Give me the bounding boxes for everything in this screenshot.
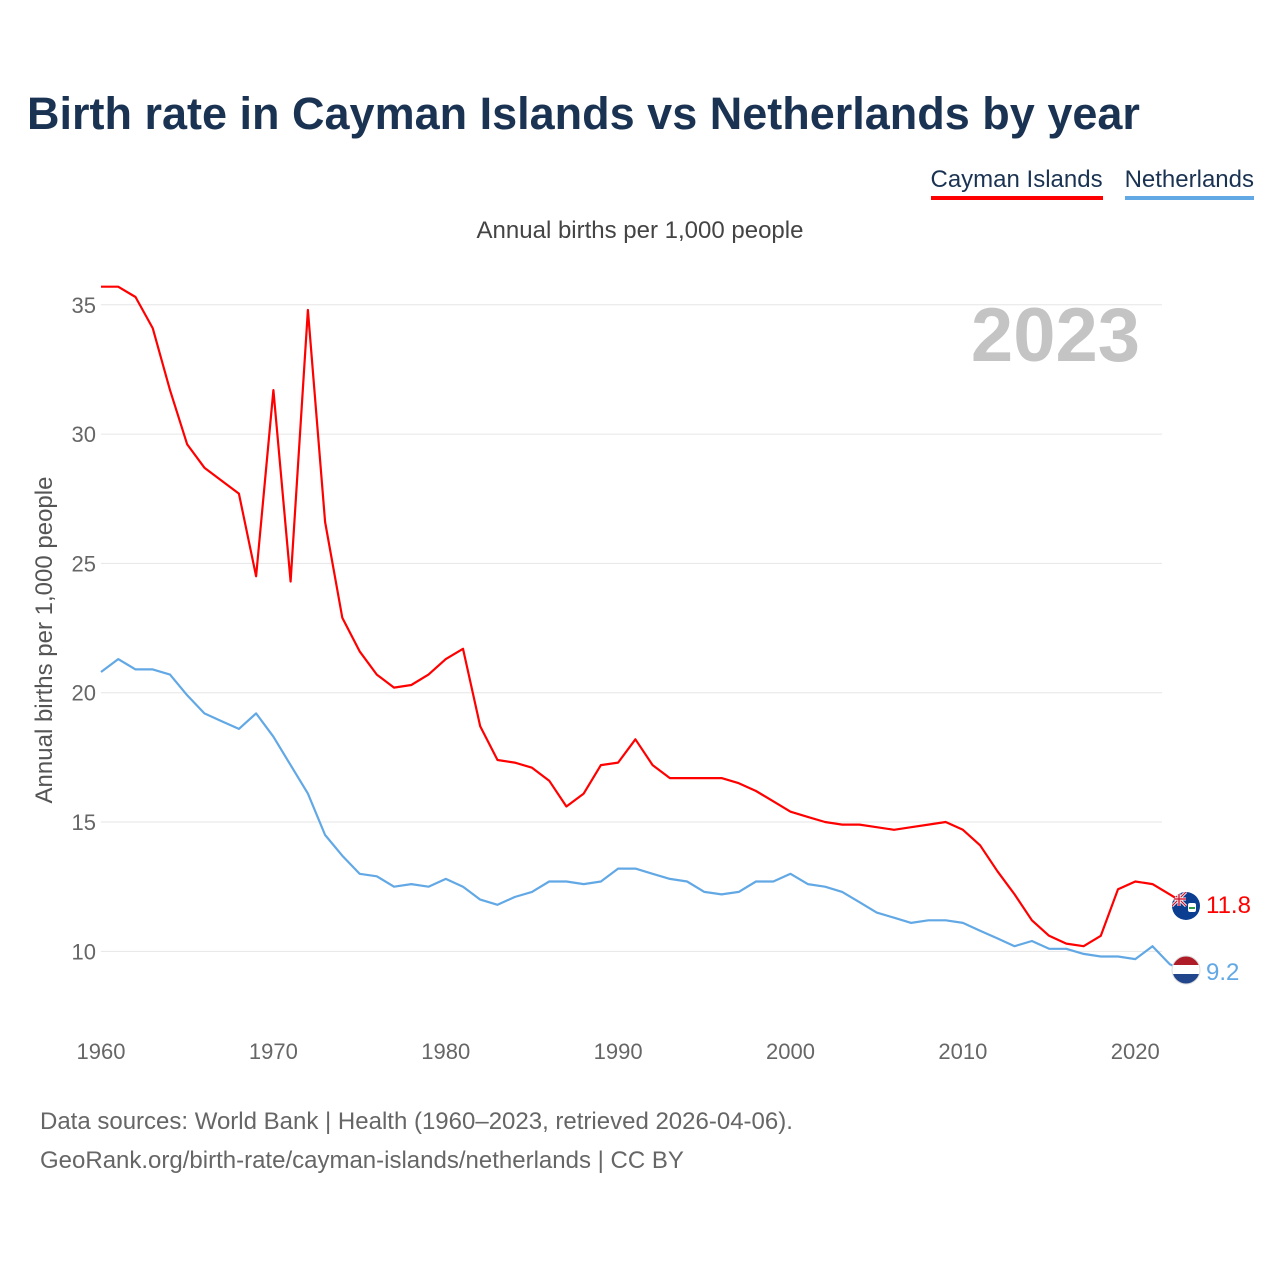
chart-title: Birth rate in Cayman Islands vs Netherla…	[27, 88, 1140, 139]
x-tick-label: 1980	[421, 1039, 470, 1064]
netherlands-flag-icon	[1171, 955, 1201, 985]
y-tick-label: 15	[72, 810, 96, 835]
cayman-islands-flag-icon	[1172, 892, 1200, 920]
series-line-cayman-islands[interactable]	[101, 285, 1188, 948]
x-tick-label: 1960	[77, 1039, 126, 1064]
series-line-netherlands[interactable]	[100, 657, 1188, 974]
chart-subtitle: Annual births per 1,000 people	[476, 217, 804, 244]
footer-url[interactable]: GeoRank.org/birth-rate/cayman-islands/ne…	[40, 1147, 684, 1174]
x-tick-label: 2010	[938, 1039, 987, 1064]
legend-item-cayman-islands[interactable]: Cayman Islands	[930, 166, 1103, 200]
footer-sources: Data sources: World Bank | Health (1960–…	[40, 1108, 793, 1135]
y-tick-label: 20	[72, 681, 96, 706]
legend: Cayman Islands Netherlands	[930, 166, 1254, 200]
y-tick-label: 30	[72, 422, 96, 447]
y-tick-label: 10	[72, 939, 96, 964]
x-tick-label: 1990	[594, 1039, 643, 1064]
line-chart: 2023 Annual births per 1,000 people 10 15…	[31, 285, 1251, 1064]
x-tick-label: 1970	[249, 1039, 298, 1064]
end-label-cayman-islands: 11.8	[1206, 892, 1251, 919]
y-tick-label: 35	[72, 293, 96, 318]
y-tick-label: 25	[72, 551, 96, 576]
legend-item-netherlands[interactable]: Netherlands	[1124, 166, 1254, 200]
x-tick-label: 2020	[1111, 1039, 1160, 1064]
x-tick-label: 2000	[766, 1039, 815, 1064]
y-axis-label: Annual births per 1,000 people	[31, 477, 58, 804]
end-label-netherlands: 9.2	[1206, 959, 1239, 986]
year-watermark: 2023	[971, 293, 1140, 378]
